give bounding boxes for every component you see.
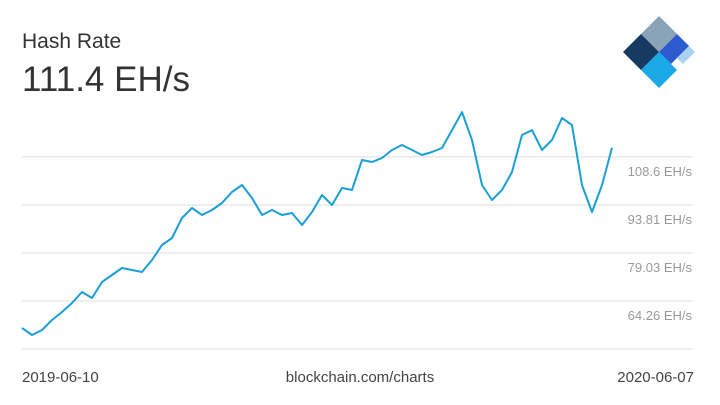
source: blockchain.com/charts	[286, 369, 434, 386]
logo	[623, 16, 695, 88]
y-tick-label: 93.81 EH/s	[628, 212, 693, 227]
y-tick-label: 108.6 EH/s	[628, 164, 693, 179]
x-end-label: 2020-06-07	[617, 369, 694, 386]
x-start-label: 2019-06-10	[22, 369, 99, 386]
y-tick-label: 79.03 EH/s	[628, 260, 693, 275]
chart-title: Hash Rate	[22, 30, 121, 53]
y-tick-label: 64.26 EH/s	[628, 308, 693, 323]
data-line	[21, 111, 613, 336]
current-value: 111.4 EH/s	[22, 60, 190, 99]
